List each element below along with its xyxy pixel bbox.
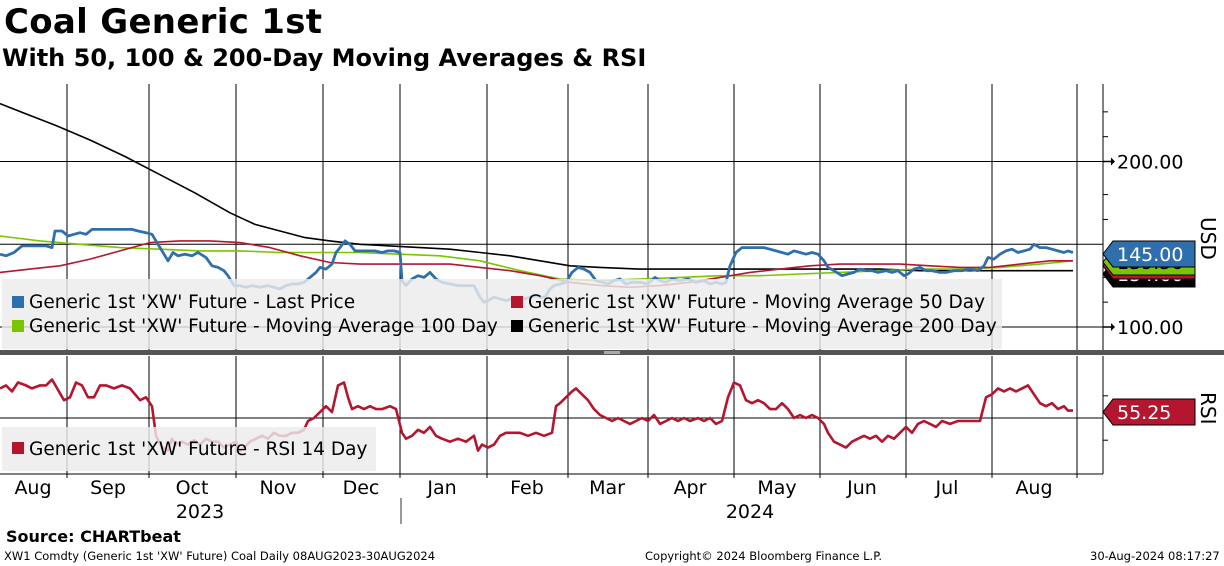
rsi-legend-box (2, 427, 376, 471)
x-tick-label: Aug (1015, 477, 1052, 499)
year-label: 2023 (176, 501, 224, 523)
tag-rsi-bg (1102, 398, 1196, 426)
series-line-ma200 (0, 102, 1073, 272)
year-label: 2024 (726, 501, 774, 523)
tag-last-price-value: 145.00 (1117, 244, 1183, 266)
y-tick-arrow (1111, 157, 1115, 166)
legend-ma100-swatch (12, 320, 24, 332)
chart-subtitle: With 50, 100 & 200-Day Moving Averages &… (2, 44, 647, 72)
legend-last-price-label: Generic 1st 'XW' Future - Last Price (29, 292, 355, 313)
x-tick-label: Apr (674, 477, 707, 499)
series-line-ma50 (0, 240, 1073, 289)
x-tick-label: Nov (259, 477, 296, 499)
x-tick-label: Oct (176, 477, 209, 499)
chart-title: Coal Generic 1st (4, 2, 323, 42)
x-tick-label: May (757, 477, 796, 499)
x-tick-label: Jun (846, 477, 877, 499)
x-tick-label: Feb (510, 477, 544, 499)
series-line-ma100 (0, 235, 1074, 282)
legend-ma100-label: Generic 1st 'XW' Future - Moving Average… (29, 316, 498, 337)
panel-separator-handle (604, 351, 620, 354)
timestamp: 30-Aug-2024 08:17:27 (1090, 549, 1220, 563)
x-tick-label: Aug (14, 477, 51, 499)
legend-ma200-swatch (511, 320, 523, 332)
y-tick-label: 200.00 (1117, 152, 1183, 174)
y-axis-title-usd: USD (1196, 217, 1220, 260)
price-legend-box (2, 279, 1002, 349)
overlays: Generic 1st 'XW' Future - Last Price Gene… (2, 240, 1196, 471)
tag-rsi-value: 55.25 (1117, 402, 1171, 424)
legend-ma50-swatch (511, 296, 523, 308)
source-label: Source: CHARTbeat (6, 527, 181, 546)
y-tick-label: 100.00 (1117, 317, 1183, 339)
y-tick-arrow (1111, 323, 1115, 331)
x-tick-label: Jan (426, 477, 456, 499)
legend-rsi-swatch (12, 442, 24, 454)
x-tick-label: Sep (90, 477, 126, 499)
x-tick-label: Mar (589, 477, 625, 499)
legend-ma200-label: Generic 1st 'XW' Future - Moving Average… (528, 316, 997, 337)
price-series (0, 102, 1074, 304)
legend-rsi-label: Generic 1st 'XW' Future - RSI 14 Day (29, 439, 367, 460)
y-axis-title-rsi: RSI (1196, 392, 1220, 425)
legend-last-price-swatch (12, 296, 24, 308)
x-tick-label: Jul (935, 477, 959, 499)
x-tick-label: Dec (343, 477, 380, 499)
ticker-info: XW1 Comdty (Generic 1st 'XW' Future) Coa… (4, 549, 436, 563)
copyright: Copyright© 2024 Bloomberg Finance L.P. (645, 549, 882, 563)
tag-last-price-bg (1102, 240, 1196, 268)
legend-ma50-label: Generic 1st 'XW' Future - Moving Average… (528, 292, 985, 313)
